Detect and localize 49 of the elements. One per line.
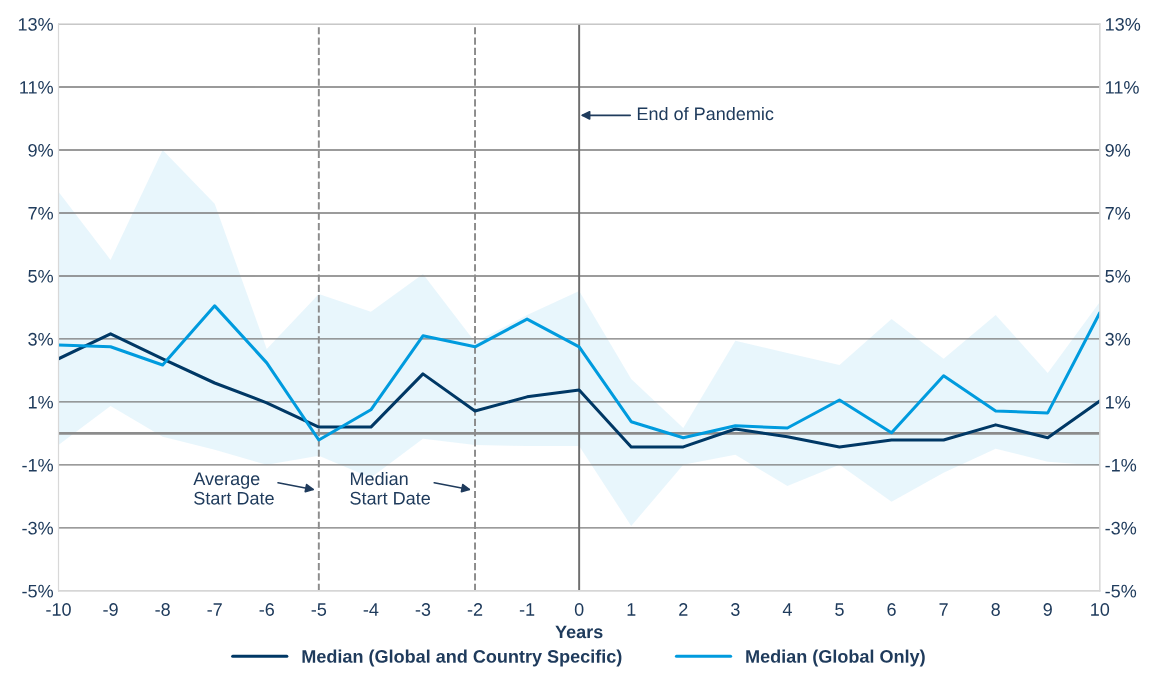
x-tick-label: -7 <box>207 603 222 616</box>
y-tick-label: 3% <box>28 332 53 346</box>
y2-tick-label: 5% <box>1105 269 1131 283</box>
x-tick-label: 10 <box>1091 603 1110 616</box>
y2-tick-label: 9% <box>1105 143 1131 157</box>
x-tick-label: -9 <box>103 603 118 616</box>
y-tick-label: 7% <box>28 206 53 220</box>
line-series <box>58 304 1100 442</box>
x-tick-label: 6 <box>887 603 896 616</box>
y2-tick-label: -5% <box>1105 584 1137 598</box>
y2-tick-label: 3% <box>1105 332 1131 346</box>
x-tick-label: 3 <box>731 603 740 616</box>
line-series <box>58 332 1100 449</box>
x-tick-label: -2 <box>467 603 483 616</box>
y2-tick-label: 7% <box>1105 206 1131 220</box>
x-tick-label: -5 <box>311 603 327 616</box>
x-tick-label: 1 <box>627 603 636 616</box>
x-axis-title: Years <box>555 625 603 639</box>
x-tick-label: -4 <box>363 603 379 616</box>
y2-tick-label: -3% <box>1105 521 1137 535</box>
legend-label: Median (Global and Country Specific) <box>302 649 622 667</box>
x-tick-label: 0 <box>574 603 584 616</box>
y-tick-label: 13% <box>18 17 53 31</box>
y-tick-label: -1% <box>22 458 53 472</box>
ref-line-label: Average Start Date <box>193 472 274 505</box>
y-tick-label: 11% <box>20 81 53 94</box>
x-tick-label: 7 <box>939 603 948 616</box>
y-tick-label: 5% <box>28 269 53 283</box>
y-tick-label: 9% <box>28 143 53 157</box>
x-tick-label: -10 <box>46 603 71 616</box>
x-tick-label: -1 <box>519 603 535 616</box>
ref-line-label: End of Pandemic <box>637 106 774 121</box>
x-tick-label: -8 <box>155 603 170 616</box>
legend-label: Median (Global Only) <box>746 649 925 667</box>
x-tick-label: 5 <box>835 603 844 616</box>
y-tick-label: 1% <box>28 395 53 409</box>
y2-tick-label: 1% <box>1106 395 1131 409</box>
y2-tick-label: 13% <box>1106 17 1141 31</box>
x-tick-label: -3 <box>415 603 431 616</box>
x-tick-label: 4 <box>782 603 792 616</box>
y2-tick-label: -1% <box>1105 458 1137 472</box>
y2-tick-label: 11% <box>1106 81 1139 94</box>
ref-line-label: Median Start Date <box>350 471 430 505</box>
x-tick-label: 9 <box>1043 603 1052 616</box>
x-tick-label: -6 <box>259 603 274 616</box>
x-tick-label: 2 <box>679 603 688 616</box>
y-tick-label: -5% <box>22 584 53 598</box>
x-tick-label: 8 <box>991 603 1000 616</box>
y-tick-label: -3% <box>22 521 53 535</box>
